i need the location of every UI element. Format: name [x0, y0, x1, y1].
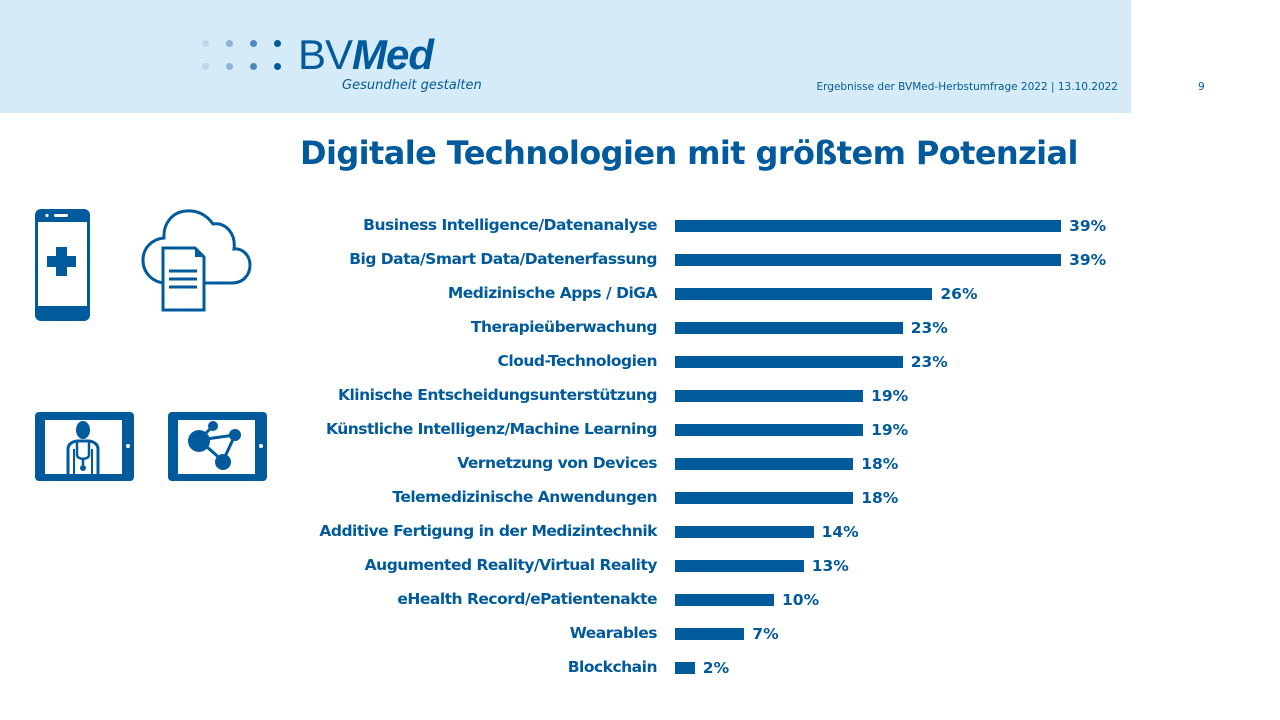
value-label: 18% — [861, 489, 899, 507]
category-label: Augumented Reality/Virtual Reality — [364, 556, 658, 574]
bar — [675, 594, 774, 606]
value-label: 18% — [861, 455, 899, 473]
tablet-network-icon — [168, 412, 267, 481]
category-label: Additive Fertigung in der Medizintechnik — [319, 522, 657, 540]
category-label: Business Intelligence/Datenanalyse — [363, 216, 657, 234]
page-number: 9 — [1198, 81, 1205, 93]
bar — [675, 390, 864, 402]
bar — [675, 424, 864, 436]
logo-dots-icon — [198, 37, 288, 73]
smartphone-medical-icon — [35, 209, 90, 321]
value-label: 13% — [811, 557, 849, 575]
value-label: 19% — [871, 387, 909, 405]
value-label: 39% — [1069, 251, 1107, 269]
value-label: 23% — [910, 319, 948, 337]
category-label: Therapieüberwachung — [470, 318, 658, 336]
logo-tagline: Gesundheit gestalten — [342, 78, 482, 93]
category-label: eHealth Record/ePatientenakte — [397, 590, 657, 608]
header-banner: BVMed Gesundheit gestalten — [0, 0, 1131, 113]
category-label: Medizinische Apps / DiGA — [447, 284, 658, 302]
category-label: Klinische Entscheidungsunterstützung — [337, 386, 658, 404]
brand-logo: BVMed — [298, 30, 434, 80]
category-label: Vernetzung von Devices — [457, 454, 657, 472]
bar — [675, 356, 903, 368]
bar — [675, 254, 1062, 266]
value-label: 26% — [940, 285, 978, 303]
value-label: 2% — [702, 659, 730, 677]
category-label: Telemedizinische Anwendungen — [392, 488, 657, 506]
category-label: Blockchain — [567, 658, 658, 676]
tablet-doctor-icon — [35, 412, 134, 481]
cloud-document-icon — [141, 209, 252, 312]
bar — [675, 220, 1062, 232]
logo-brand-part1: BV — [298, 31, 353, 78]
value-label: 14% — [821, 523, 859, 541]
value-label: 10% — [782, 591, 820, 609]
category-label: Wearables — [569, 624, 658, 642]
bar — [675, 628, 745, 640]
category-label: Künstliche Intelligenz/Machine Learning — [325, 420, 658, 438]
category-label: Cloud-Technologien — [497, 352, 658, 370]
bar — [675, 458, 854, 470]
bar — [675, 526, 814, 538]
bar — [675, 662, 695, 674]
value-label: 39% — [1069, 217, 1107, 235]
chart-title: Digitale Technologien mit größtem Potenz… — [300, 134, 1078, 172]
category-label: Big Data/Smart Data/Datenerfassung — [349, 250, 657, 268]
bar — [675, 322, 903, 334]
bar — [675, 288, 933, 300]
bar — [675, 560, 804, 572]
value-label: 19% — [871, 421, 909, 439]
logo-brand-part2: Med — [352, 31, 434, 78]
value-label: 7% — [752, 625, 779, 643]
value-label: 23% — [910, 353, 948, 371]
survey-source-line: Ergebnisse der BVMed-Herbstumfrage 2022 … — [816, 81, 1118, 93]
bar — [675, 492, 854, 504]
